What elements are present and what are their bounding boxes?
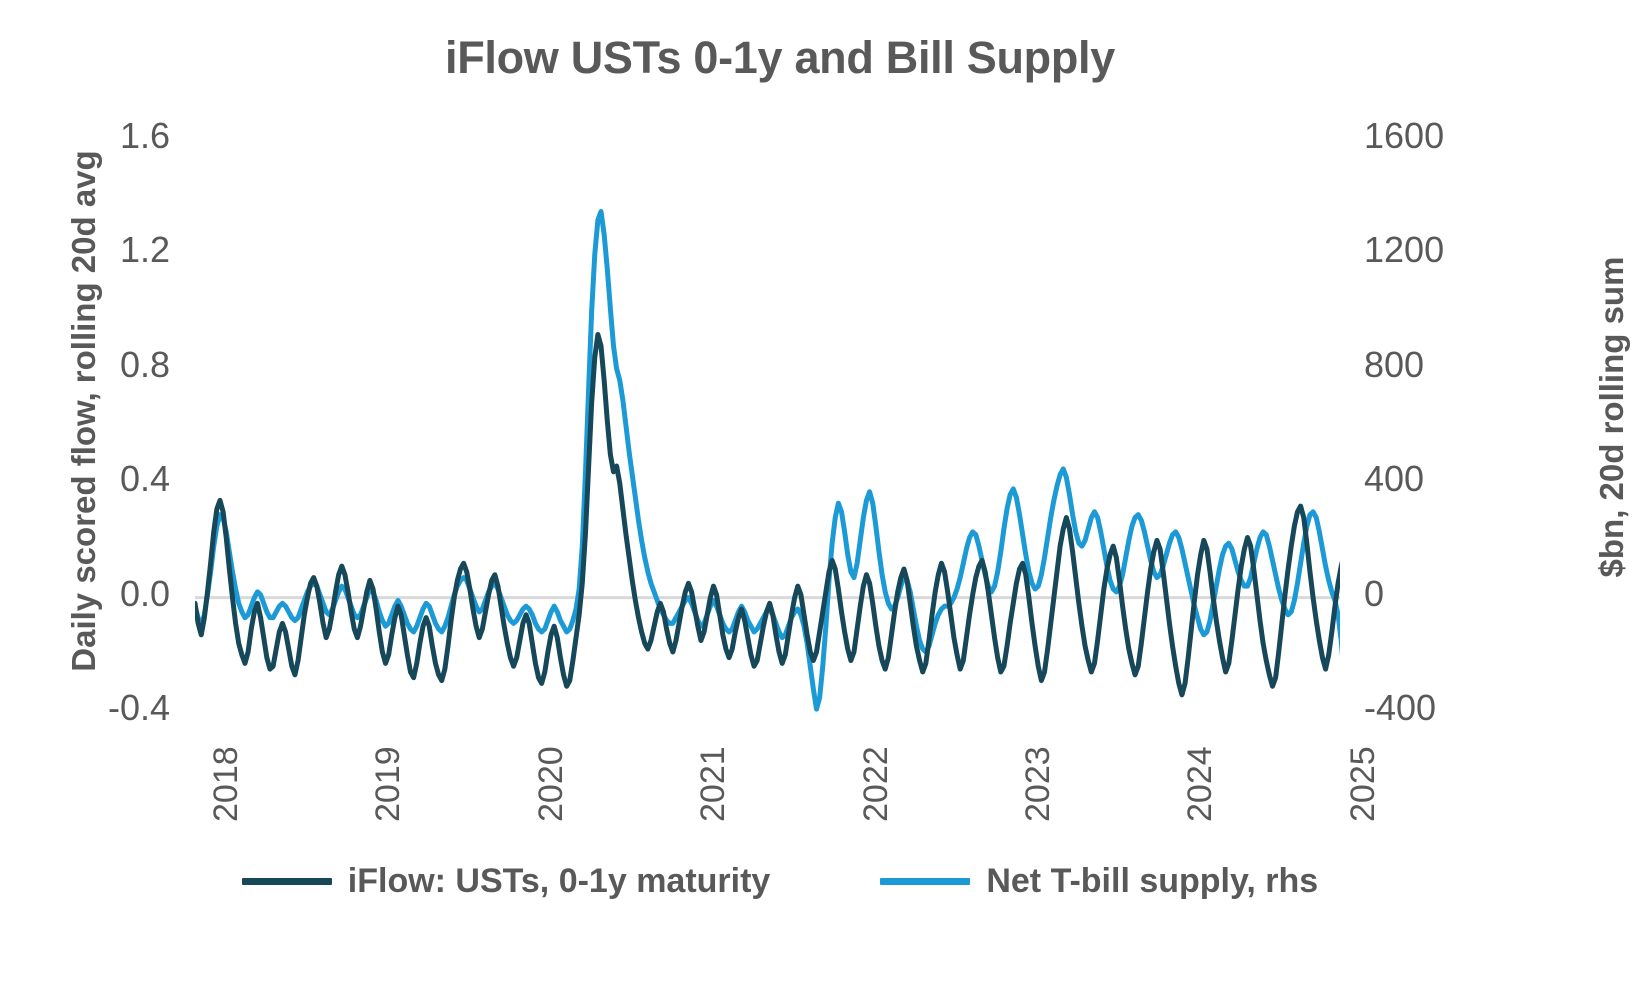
y-tick-left: 0.8 [119,343,170,385]
x-tick-2023: 2023 [1019,746,1058,822]
y-tick-left: 1.6 [119,115,170,156]
y-tick-right: 0 [1364,572,1385,614]
legend-swatch-icon [880,878,971,885]
legend-item-0[interactable]: iFlow: USTs, 0-1y maturity [241,862,771,901]
chart-title: iFlow USTs 0-1y and Bill Supply [445,32,1115,83]
y-tick-left: 0.0 [119,572,170,614]
y-tick-right: 400 [1364,458,1425,500]
plot-area [195,140,1340,712]
x-tick-2024: 2024 [1181,746,1220,822]
y-tick-left: 1.2 [119,229,170,271]
y-tick-right: -400 [1364,687,1437,728]
legend-label: Net T-bill supply, rhs [986,862,1319,900]
x-tick-2025: 2025 [1343,746,1382,822]
y-tick-right: 1600 [1364,115,1445,156]
legend-item-1[interactable]: Net T-bill supply, rhs [880,862,1318,901]
y-axis-left-title: Daily scored flow, rolling 20d avg [65,150,102,672]
plot-svg [195,209,1340,712]
y-tick-left: 0.4 [119,458,170,500]
x-tick-2018: 2018 [207,746,245,822]
x-tick-2021: 2021 [694,746,733,822]
legend-swatch-icon [241,878,332,885]
x-tick-2020: 2020 [531,746,570,822]
x-tick-2019: 2019 [369,746,408,822]
legend-label: iFlow: USTs, 0-1y maturity [347,862,771,900]
chart-legend: iFlow: USTs, 0-1y maturity Net T-bill sup… [0,862,1560,901]
series-line-bill-supply [195,209,1340,712]
y-tick-right: 800 [1364,343,1425,385]
x-tick-2022: 2022 [856,746,895,822]
y-axis-right-title: $bn, 20d rolling sum [1593,256,1630,578]
y-tick-left: -0.4 [107,687,170,728]
series-line-iflow [195,331,1340,698]
y-tick-right: 1200 [1364,229,1445,271]
